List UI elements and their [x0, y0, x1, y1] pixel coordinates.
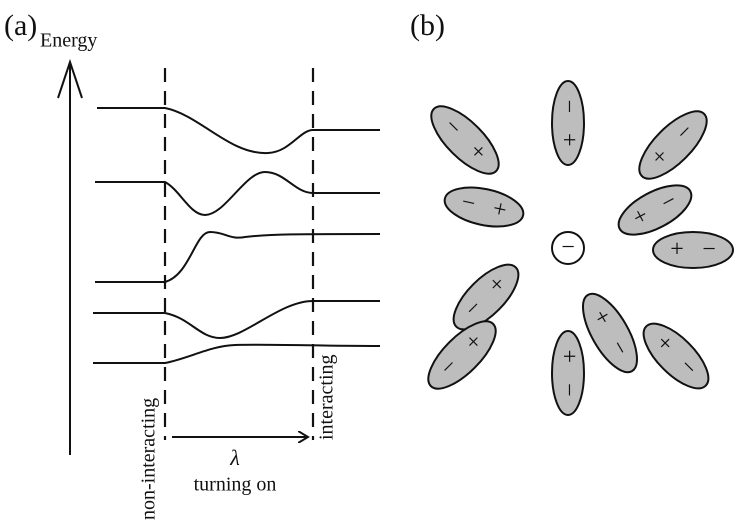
dipole: +−: [652, 231, 734, 269]
charge-sign: −: [555, 383, 581, 397]
dipole-body: [551, 330, 585, 416]
dipole-body: [652, 231, 734, 269]
panel-label: (a): [4, 9, 37, 42]
charge-sign: +: [670, 237, 684, 263]
dipole: −+: [551, 80, 585, 166]
panel-a: (a) Energy λ turning on non-interacting …: [4, 9, 381, 520]
dipole-body: [638, 110, 708, 180]
charge-sign: −: [702, 237, 716, 263]
dipole: −+: [443, 186, 525, 228]
dipole: −+: [430, 105, 500, 175]
level-curve: [95, 230, 381, 283]
dipole-body: [427, 320, 497, 390]
dipole-body: [582, 292, 638, 374]
charge-sign: +: [490, 196, 509, 224]
dipole-body: [642, 322, 710, 390]
panel-label: (b): [410, 9, 445, 42]
center-ion: [551, 231, 585, 265]
dipole-body: [430, 105, 500, 175]
charge-sign: −: [555, 99, 581, 113]
charge-sign: −: [459, 189, 478, 217]
center-charge: −: [561, 235, 575, 261]
dipole-body: [617, 184, 693, 236]
dipole: +−: [582, 292, 638, 374]
level-curve: [93, 343, 381, 364]
dipole-body: [452, 263, 520, 331]
level-curve: [95, 170, 380, 217]
dipole: +−: [638, 110, 708, 180]
dipole-body: [443, 186, 525, 228]
charge-sign: +: [555, 349, 581, 363]
dipole: −+: [452, 263, 520, 331]
dipole: +−: [551, 330, 585, 416]
end-label: interacting: [316, 354, 338, 440]
charge-sign: +: [555, 133, 581, 147]
parameter: λ: [229, 445, 240, 470]
level-curve: [97, 107, 380, 155]
dipole-body: [551, 80, 585, 166]
dipole: +−: [617, 184, 693, 236]
axis-arrowhead: [57, 58, 83, 99]
dipole: +−: [642, 322, 710, 390]
panel-b: (b) − −++−−+− ++−+−+ −−+−++− +−: [410, 9, 734, 416]
level-curve: [93, 300, 380, 340]
parameter-caption: turning on: [194, 474, 277, 496]
start-label: non-interacting: [138, 398, 160, 520]
dipole: −+: [427, 320, 497, 390]
axis-label: Energy: [40, 30, 97, 52]
